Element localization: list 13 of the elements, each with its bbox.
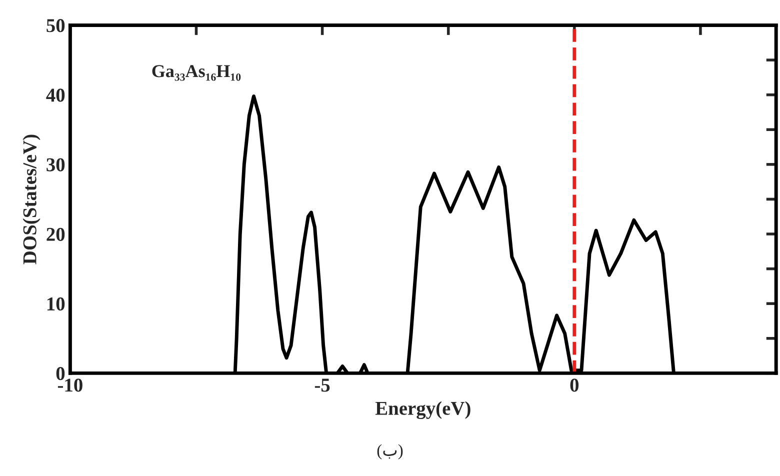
y-tick-label: 40	[46, 88, 65, 102]
x-tick-label: 0	[570, 378, 579, 392]
x-tick-label: -10	[58, 378, 82, 392]
y-tick-label: 10	[47, 297, 65, 311]
annotation: Ga₃₃As₁₆H₁₀	[152, 65, 241, 81]
x-tick-label: -5	[314, 378, 330, 392]
text: (ب)	[377, 444, 403, 460]
y-tick-label: 0	[56, 367, 65, 380]
y-tick-label: 30	[46, 158, 65, 172]
y-tick-label: 50	[46, 19, 65, 32]
y-axis-title: DOS(States/eV)	[22, 134, 40, 264]
x-axis-title: Energy(eV)	[375, 401, 470, 420]
y-tick-label: 20	[46, 228, 65, 241]
